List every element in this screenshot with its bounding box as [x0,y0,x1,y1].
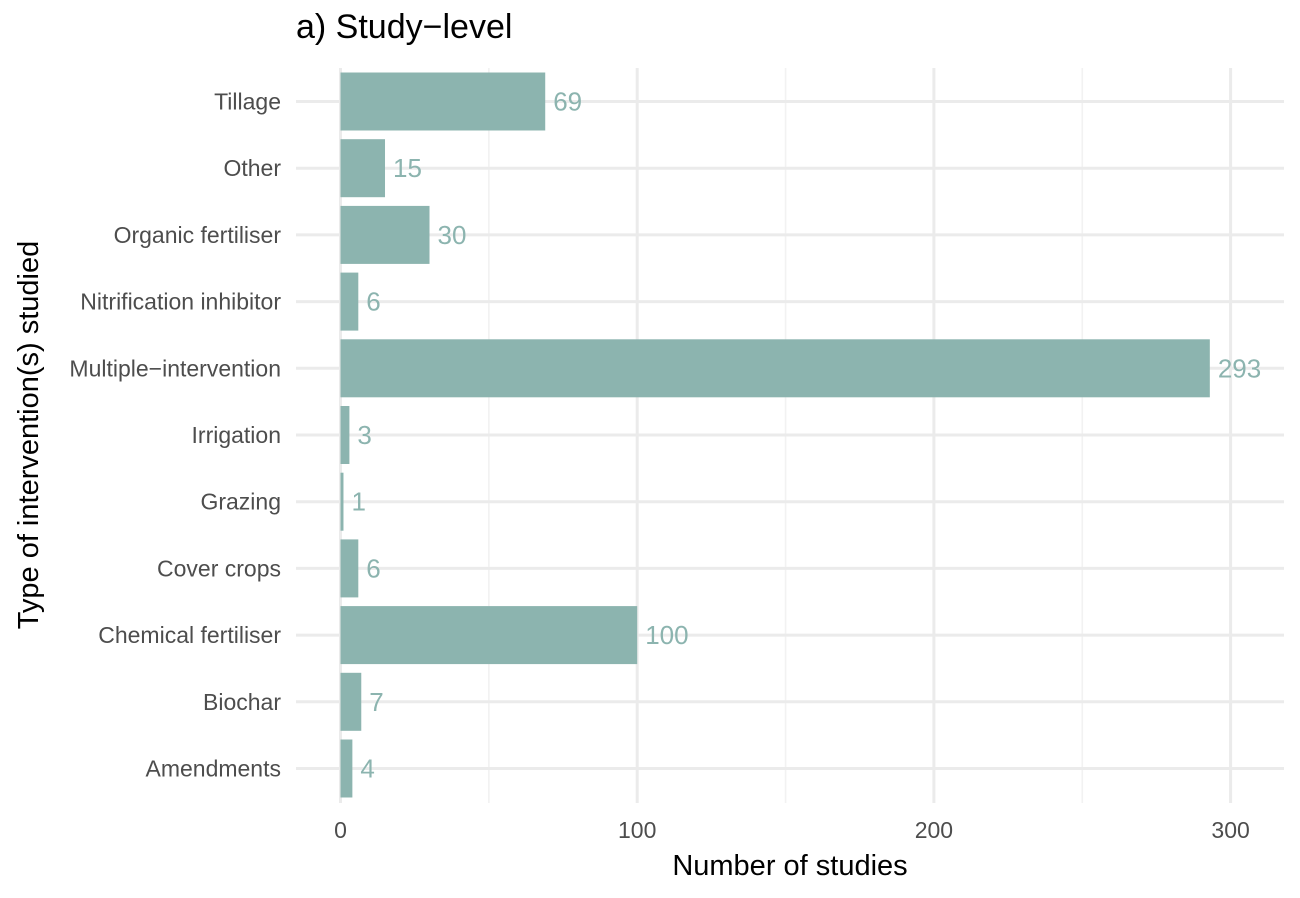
y-axis-title: Type of intervention(s) studied [13,241,45,629]
bar [340,739,353,798]
data-labels-layer: 69 15 30 6 293 3 1 6 100 7 4 [351,87,1261,784]
bar [340,406,350,464]
y-tick-label: Irrigation [192,422,281,448]
bar [340,472,344,531]
chart-title: a) Study−level [296,8,512,46]
bar-value-label: 15 [393,153,422,183]
bar [340,539,359,598]
bar-value-label: 6 [366,553,380,583]
bar [340,139,386,198]
x-tick-label: 200 [915,817,953,843]
bar [340,272,359,331]
bar-value-label: 4 [360,754,374,784]
bar-value-label: 69 [553,87,582,117]
bar [340,205,430,264]
bars-layer [340,72,1210,798]
bar-value-label: 3 [357,420,371,450]
bar [340,339,1210,398]
bar [340,72,546,131]
bar-value-label: 293 [1218,353,1261,383]
y-tick-label: Tillage [214,89,281,115]
x-tick-label: 100 [618,817,656,843]
y-axis-tick-labels: Tillage Other Organic fertiliser Nitrificat… [69,89,281,782]
y-tick-label: Cover crops [157,555,281,581]
bar-value-label: 30 [438,220,467,250]
bar-value-label: 7 [369,687,383,717]
bar-value-label: 100 [645,620,688,650]
bar [340,606,638,665]
y-tick-label: Amendments [145,756,281,782]
bar [340,672,362,731]
grid-layer [296,68,1284,803]
y-tick-label: Organic fertiliser [114,222,282,248]
y-tick-label: Chemical fertiliser [98,622,281,648]
y-tick-label: Biochar [203,689,281,715]
x-tick-label: 0 [334,817,347,843]
y-tick-label: Nitrification inhibitor [80,289,281,315]
bar-value-label: 1 [351,487,365,517]
x-axis-title: Number of studies [672,850,907,882]
y-tick-label: Multiple−intervention [69,355,281,381]
x-axis-tick-labels: 0 100 200 300 [334,817,1250,843]
y-tick-label: Other [223,155,281,181]
bar-value-label: 6 [366,287,380,317]
x-tick-label: 300 [1211,817,1249,843]
y-tick-label: Grazing [200,489,281,515]
